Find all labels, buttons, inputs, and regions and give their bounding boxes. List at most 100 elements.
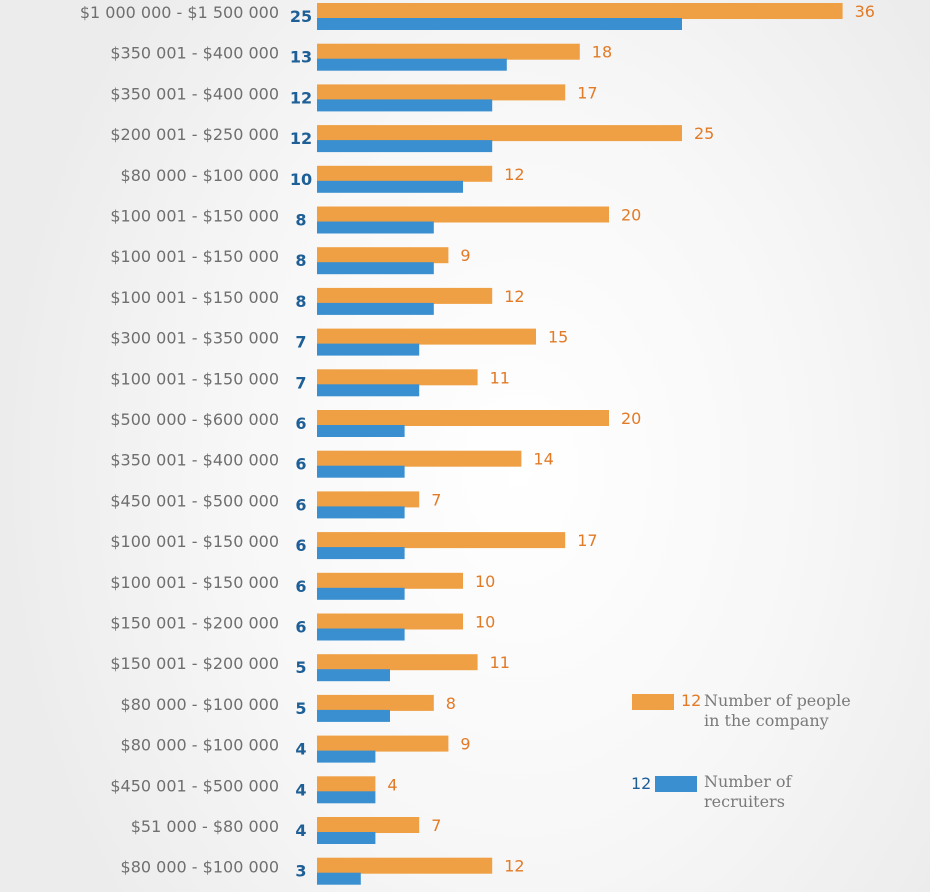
people-value-label: 36 xyxy=(855,2,875,21)
people-bar xyxy=(317,410,609,426)
recruiters-value-label: 3 xyxy=(295,862,306,881)
people-value-label: 25 xyxy=(694,124,714,143)
recruiters-bar xyxy=(317,180,463,193)
category-label: $200 001 - $250 000 xyxy=(110,125,279,144)
recruiters-bar xyxy=(317,791,376,804)
recruiters-value-label: 8 xyxy=(295,211,306,230)
people-bar xyxy=(317,369,478,386)
legend-people-label-line1: Number of people xyxy=(704,691,851,710)
people-bar xyxy=(317,287,493,304)
people-bar xyxy=(317,694,434,711)
category-label: $300 001 - $350 000 xyxy=(110,329,279,348)
category-label: $450 001 - $500 000 xyxy=(110,491,279,510)
people-bar xyxy=(317,776,376,793)
people-bar xyxy=(317,247,449,264)
people-value-label: 17 xyxy=(577,83,597,102)
recruiters-value-label: 25 xyxy=(290,7,312,26)
category-label: $100 001 - $150 000 xyxy=(110,532,279,551)
people-value-label: 10 xyxy=(475,572,495,591)
recruiters-bar xyxy=(317,58,507,71)
recruiters-value-label: 12 xyxy=(290,129,312,148)
legend-people-swatch xyxy=(632,694,674,710)
people-value-label: 8 xyxy=(446,694,456,713)
recruiters-bar xyxy=(317,425,405,437)
people-value-label: 12 xyxy=(504,287,524,306)
category-label: $100 001 - $150 000 xyxy=(110,573,279,592)
category-label: $80 000 - $100 000 xyxy=(121,736,279,755)
recruiters-bar xyxy=(317,506,405,519)
category-label: $350 001 - $400 000 xyxy=(110,84,279,103)
recruiters-value-label: 13 xyxy=(290,48,312,67)
recruiters-bar xyxy=(317,384,420,397)
people-value-label: 20 xyxy=(621,409,641,428)
people-value-label: 4 xyxy=(387,775,397,794)
recruiters-value-label: 6 xyxy=(295,577,306,596)
people-value-label: 9 xyxy=(460,735,470,754)
recruiters-value-label: 7 xyxy=(295,333,306,352)
legend-recruiters-sample-value: 12 xyxy=(631,774,652,793)
people-value-label: 14 xyxy=(533,450,553,469)
category-label: $100 001 - $150 000 xyxy=(110,288,279,307)
people-value-label: 18 xyxy=(592,43,612,62)
people-value-label: 20 xyxy=(621,206,641,225)
people-bar xyxy=(317,654,478,671)
people-bar xyxy=(317,613,463,630)
category-label: $150 001 - $200 000 xyxy=(110,614,279,633)
recruiters-bar xyxy=(317,709,390,722)
category-label: $80 000 - $100 000 xyxy=(121,166,279,185)
people-bar xyxy=(317,532,566,549)
legend-recruiters-label-line2: recruiters xyxy=(704,792,785,811)
recruiters-value-label: 12 xyxy=(290,88,312,107)
legend-recruiters-label: Number of recruiters xyxy=(704,772,791,812)
category-label: $80 000 - $100 000 xyxy=(121,695,279,714)
category-label: $80 000 - $100 000 xyxy=(121,858,279,877)
people-bar xyxy=(317,43,580,60)
recruiters-bar xyxy=(317,302,434,315)
category-label: $1 000 000 - $1 500 000 xyxy=(80,3,279,22)
recruiters-value-label: 6 xyxy=(295,536,306,555)
recruiters-bar xyxy=(317,547,405,560)
recruiters-bar xyxy=(317,669,390,682)
category-label: $350 001 - $400 000 xyxy=(110,451,279,470)
recruiters-value-label: 6 xyxy=(295,455,306,474)
recruiters-bar xyxy=(317,750,376,763)
people-bar xyxy=(317,857,493,874)
recruiters-bar xyxy=(317,262,434,275)
people-value-label: 10 xyxy=(475,613,495,632)
recruiters-bar xyxy=(317,18,682,30)
recruiters-bar xyxy=(317,587,405,600)
recruiters-bar xyxy=(317,872,361,885)
category-label: $500 000 - $600 000 xyxy=(110,410,279,429)
recruiters-value-label: 4 xyxy=(295,821,306,840)
people-value-label: 12 xyxy=(504,857,524,876)
people-value-label: 12 xyxy=(504,165,524,184)
category-label: $150 001 - $200 000 xyxy=(110,654,279,673)
people-value-label: 7 xyxy=(431,816,441,835)
recruiters-bar xyxy=(317,465,405,478)
people-bar xyxy=(317,450,522,467)
recruiters-value-label: 10 xyxy=(290,170,312,189)
people-value-label: 17 xyxy=(577,531,597,550)
recruiters-bar xyxy=(317,221,434,234)
recruiters-bar xyxy=(317,628,405,641)
recruiters-bar xyxy=(317,99,493,112)
category-label: $100 001 - $150 000 xyxy=(110,207,279,226)
legend-recruiters-label-line1: Number of xyxy=(704,772,792,791)
people-bar xyxy=(317,84,566,101)
category-label: $450 001 - $500 000 xyxy=(110,776,279,795)
recruiters-bar xyxy=(317,343,420,356)
people-value-label: 15 xyxy=(548,328,568,347)
recruiters-value-label: 5 xyxy=(295,699,306,718)
people-bar xyxy=(317,165,493,182)
recruiters-value-label: 6 xyxy=(295,495,306,514)
legend-recruiters-swatch xyxy=(655,776,697,792)
legend-people-label-line2: in the company xyxy=(704,711,829,730)
people-bar xyxy=(317,328,536,345)
people-value-label: 7 xyxy=(431,490,441,509)
recruiters-bar xyxy=(317,832,376,844)
recruiters-value-label: 6 xyxy=(295,414,306,433)
category-label: $350 001 - $400 000 xyxy=(110,44,279,63)
people-bar xyxy=(317,491,420,508)
category-label: $100 001 - $150 000 xyxy=(110,369,279,388)
legend-people-sample-value: 12 xyxy=(681,691,702,710)
